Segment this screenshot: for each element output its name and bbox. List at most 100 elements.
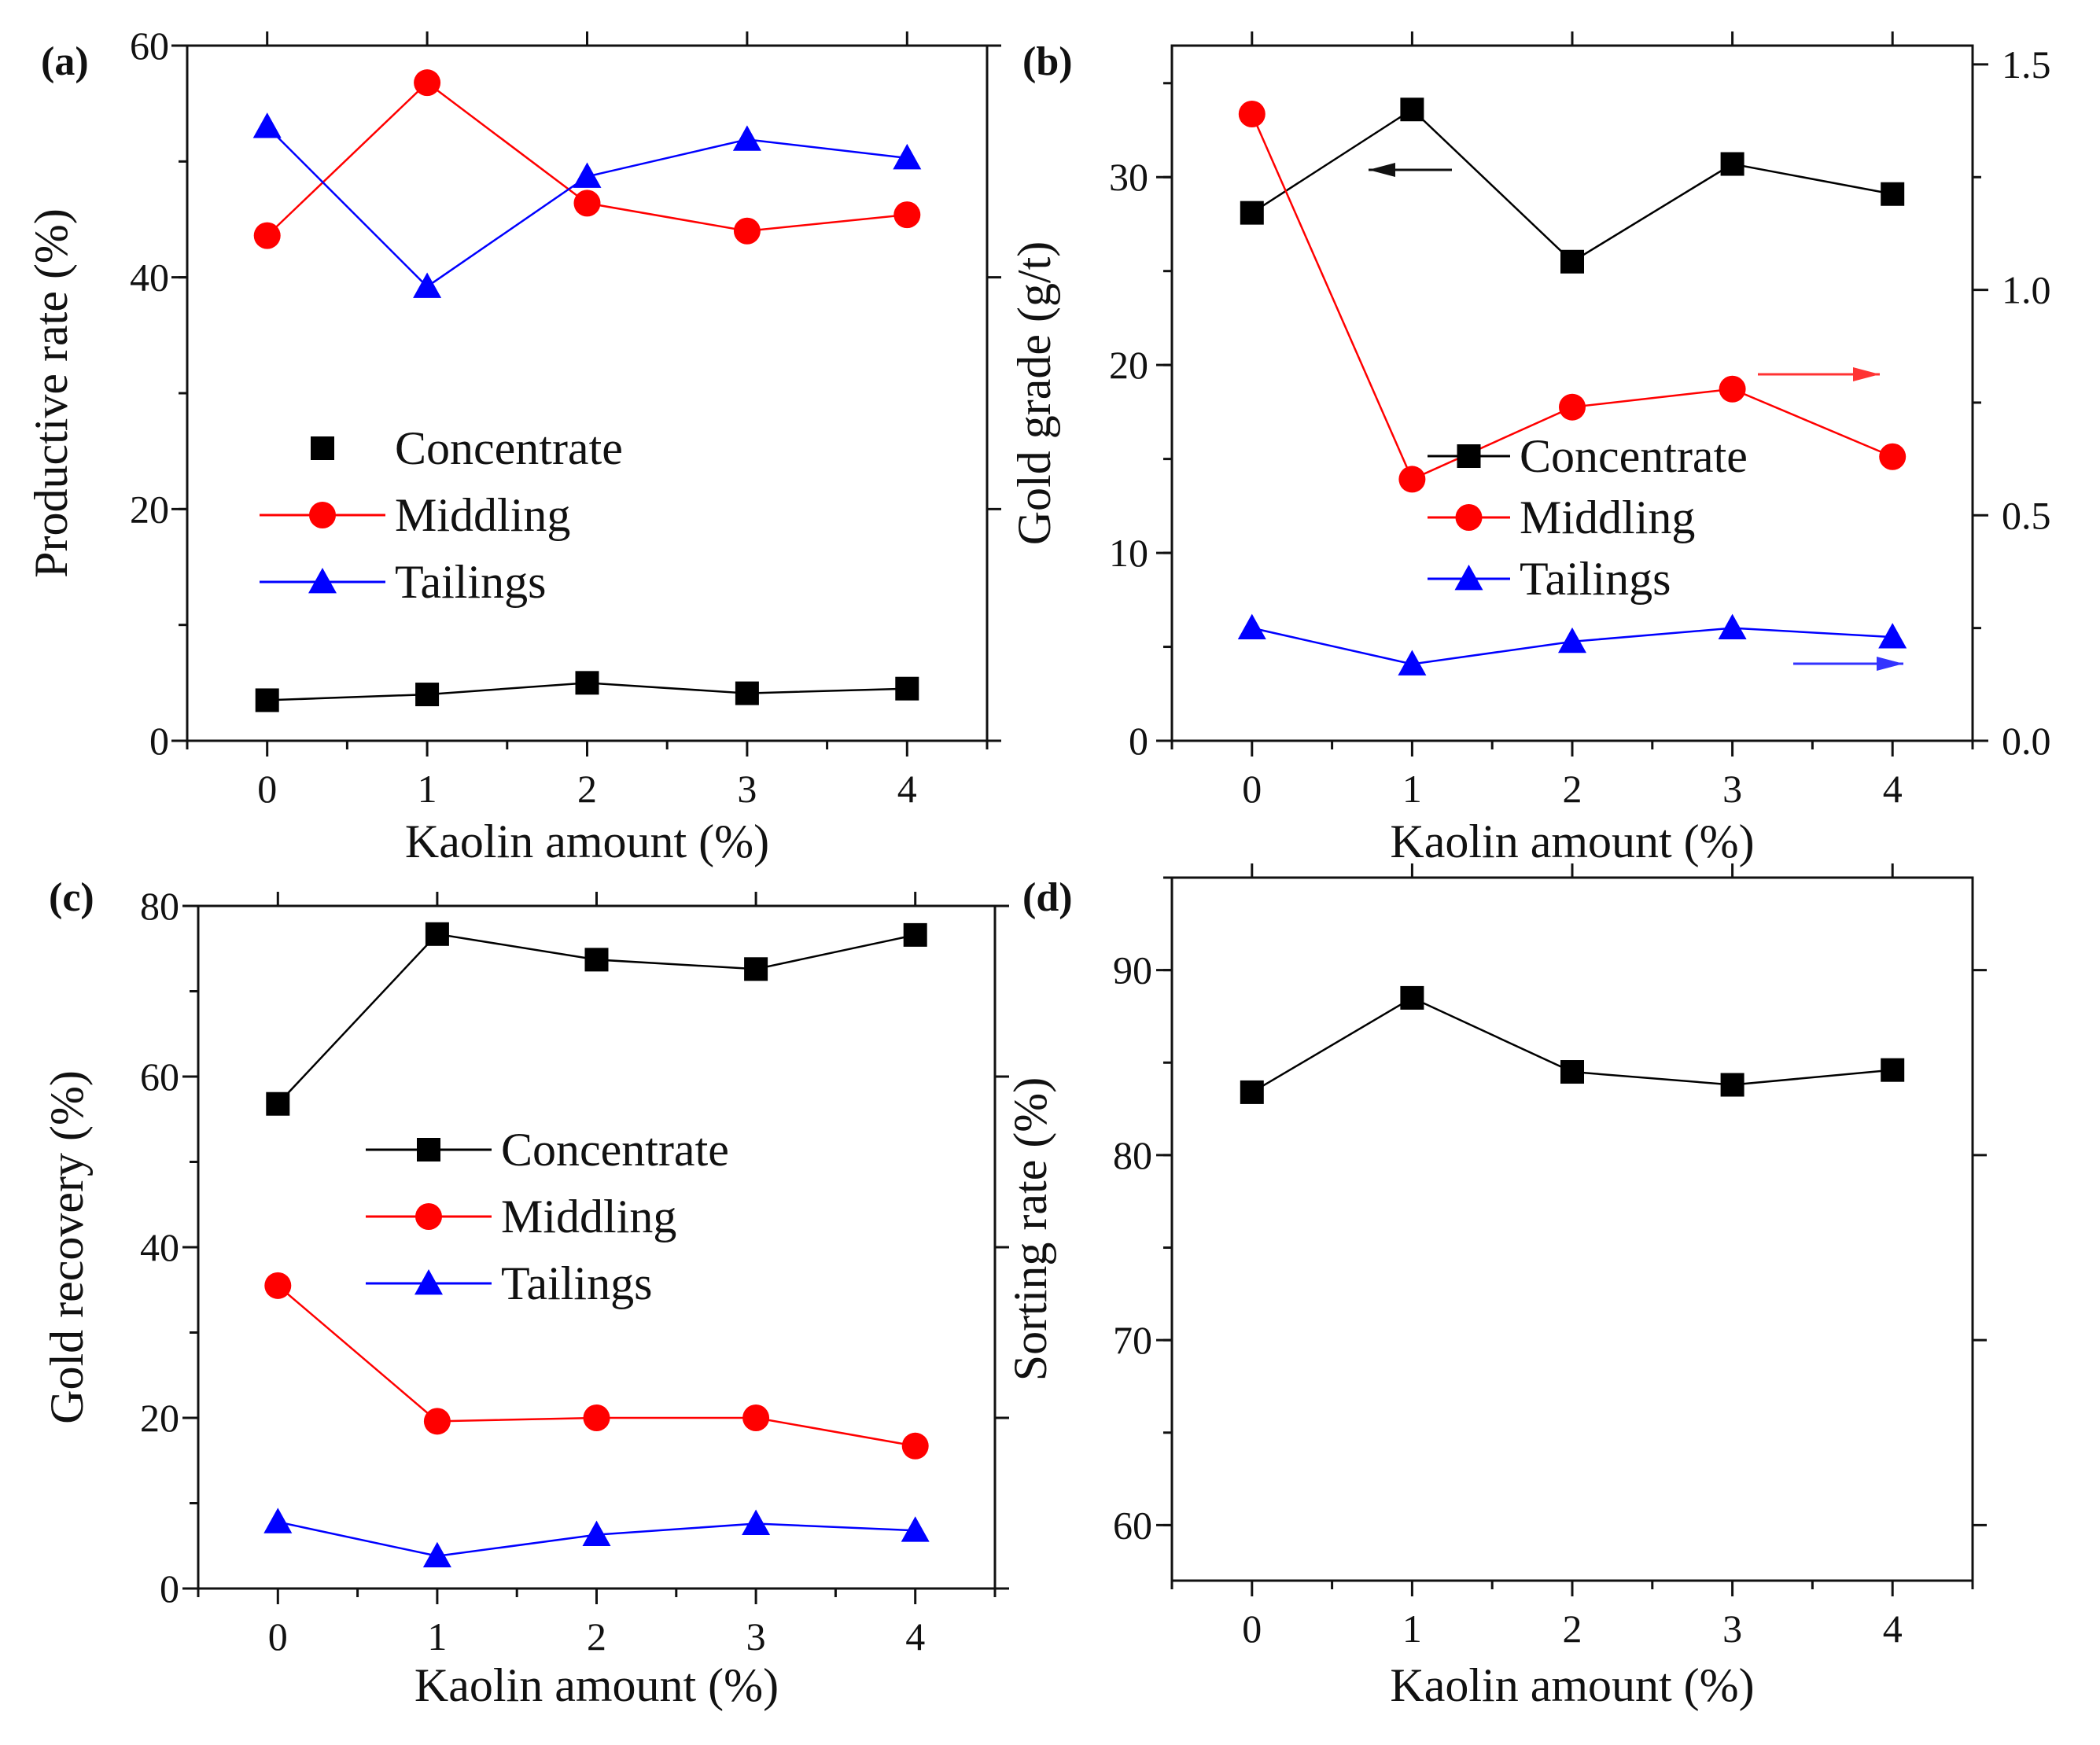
x-tick-label: 0 (1242, 767, 1262, 811)
data-point (1720, 1073, 1744, 1097)
x-tick-label: 0 (257, 767, 277, 811)
chart-panel-3: (d) 0 1 2 3 4 60 70 80 90 Kaolin amount (%) Sorting… (1004, 863, 1987, 1711)
data-point (1240, 201, 1264, 225)
y-tick-label: 60 (1113, 1503, 1152, 1547)
y2-tick-label: 0.5 (2002, 493, 2051, 537)
x-tick-label: 3 (1722, 1607, 1742, 1651)
data-point (1718, 613, 1747, 640)
x-tick-label: 0 (1242, 1607, 1262, 1651)
data-point (1560, 249, 1584, 274)
x-tick-label: 2 (1563, 767, 1582, 811)
legend: Concentrate Middling Tailings (1428, 430, 1748, 605)
y-tick-label: 80 (1113, 1133, 1152, 1177)
y-tick-label: 30 (1109, 155, 1148, 199)
data-point (1238, 100, 1266, 127)
legend-label: Concentrate (395, 422, 623, 474)
data-point (1237, 613, 1266, 640)
x-tick-label: 4 (897, 767, 917, 811)
legend-marker (417, 1138, 440, 1161)
y2-tick-label: 0.0 (2002, 719, 2051, 763)
y-tick-label: 40 (130, 256, 169, 300)
legend-marker (308, 568, 337, 594)
axis-arrow-2-head (1877, 657, 1903, 671)
panel-letter: (d) (1022, 875, 1073, 920)
y-axis-title: Gold recovery (%) (41, 1070, 93, 1424)
data-point (423, 1408, 451, 1435)
data-point (1240, 1080, 1264, 1104)
legend-marker (1455, 504, 1483, 531)
series-middling (1238, 100, 1907, 493)
y-axis-title: Productive rate (%) (25, 208, 77, 578)
series-concentrate (266, 922, 927, 1116)
data-point (252, 112, 282, 138)
legend-label: Middling (1520, 491, 1695, 543)
data-point (735, 681, 759, 705)
x-axis-title: Kaolin amount (%) (405, 815, 769, 867)
x-tick-label: 3 (1722, 767, 1742, 811)
data-point (1398, 650, 1427, 676)
data-point (263, 1508, 293, 1533)
data-point (573, 190, 601, 217)
x-tick-label: 2 (577, 767, 597, 811)
y-axis-title: Sorting rate (%) (1004, 1077, 1056, 1382)
data-point (733, 217, 761, 245)
data-point (422, 1541, 451, 1568)
data-point (742, 1404, 770, 1431)
y-tick-label: 90 (1113, 948, 1152, 992)
legend-label: Concentrate (1520, 430, 1748, 482)
data-point (255, 688, 279, 712)
x-axis-title: Kaolin amount (%) (414, 1659, 779, 1711)
x-tick-label: 2 (1563, 1607, 1582, 1651)
data-point (1719, 375, 1746, 403)
y-tick-label: 20 (1109, 343, 1148, 387)
data-point (425, 922, 449, 946)
series-tailings (252, 112, 922, 298)
y-tick-label: 80 (140, 884, 179, 928)
series-sorting-rate (1240, 985, 1905, 1104)
data-point (575, 671, 599, 695)
y-tick-label: 60 (130, 24, 169, 68)
data-point (264, 1272, 292, 1299)
y-tick-label: 40 (140, 1225, 179, 1269)
series-concentrate (1240, 98, 1905, 274)
legend: Concentrate Middling Tailings (260, 422, 623, 608)
legend-marker (309, 502, 336, 528)
y2-tick-label: 1.0 (2002, 268, 2051, 312)
data-point (893, 201, 921, 229)
axis-arrow-1-head (1853, 367, 1880, 381)
data-point (901, 1516, 930, 1542)
series-tailings (1237, 613, 1907, 676)
panel-letter: (a) (41, 39, 89, 84)
x-tick-label: 1 (418, 767, 437, 811)
data-point (266, 1092, 290, 1116)
x-tick-label: 1 (1402, 1607, 1422, 1651)
series-middling (253, 69, 921, 249)
x-tick-label: 4 (905, 1614, 925, 1658)
data-point (1560, 1060, 1584, 1084)
y2-tick-label: 1.5 (2002, 42, 2051, 87)
data-point (742, 1509, 771, 1535)
series-tailings (263, 1508, 930, 1568)
chart-panel-1: (b) 0 1 2 3 4 0 10 20 30 0.0 0.5 1.0 1.5 Kaolin amount… (1008, 31, 2051, 867)
x-tick-label: 4 (1883, 767, 1903, 811)
data-point (1881, 182, 1905, 206)
data-point (1559, 393, 1586, 421)
data-point (582, 1520, 611, 1547)
y-tick-label: 10 (1109, 531, 1148, 575)
x-tick-label: 4 (1883, 1607, 1903, 1651)
axis-arrow-1 (1758, 367, 1880, 381)
data-point (573, 162, 602, 188)
y-tick-label: 0 (160, 1566, 179, 1611)
x-tick-label: 2 (587, 1614, 606, 1658)
legend-marker (415, 1203, 442, 1230)
data-point (901, 1432, 929, 1460)
data-point (895, 676, 919, 701)
axis-arrow-0 (1369, 163, 1452, 177)
x-axis-title: Kaolin amount (%) (1390, 815, 1754, 867)
data-point (253, 222, 281, 249)
legend: Concentrate Middling Tailings (366, 1124, 729, 1309)
legend-label: Middling (395, 489, 570, 541)
data-point (1878, 623, 1907, 649)
data-point (1558, 627, 1586, 653)
